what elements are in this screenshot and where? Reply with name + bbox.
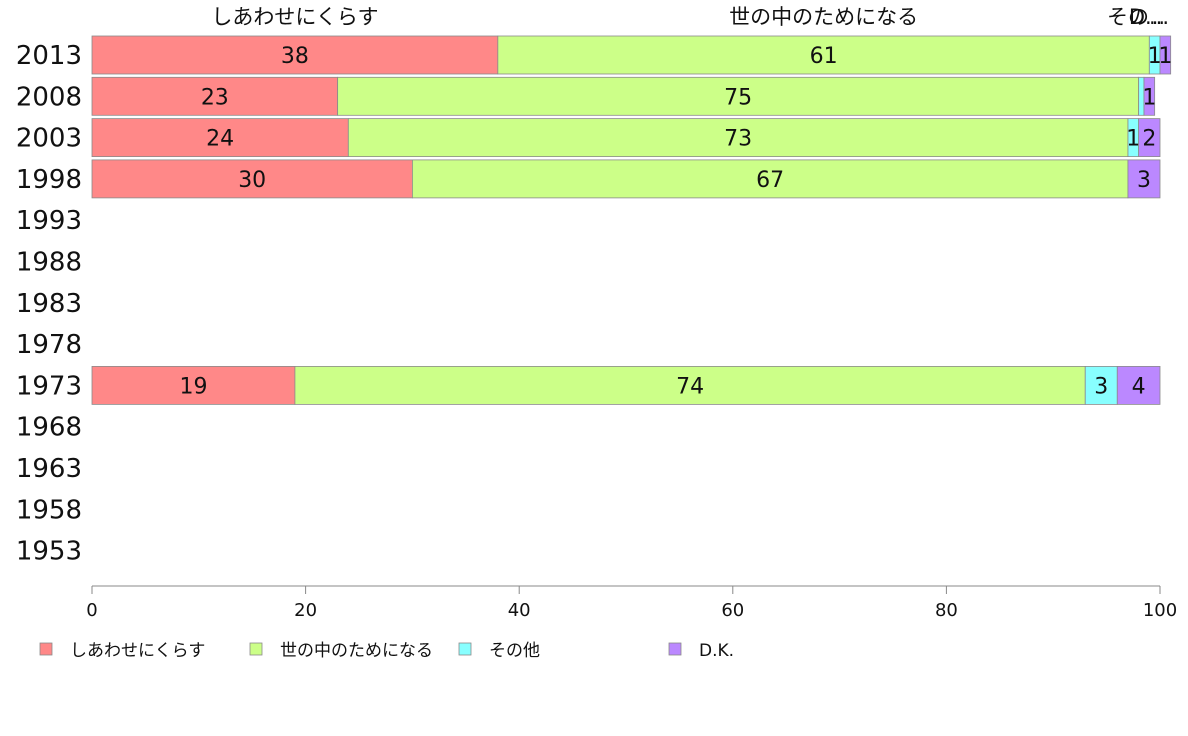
year-label-1983: 1983	[16, 289, 82, 319]
x-tick-label-80: 80	[935, 600, 958, 621]
legend-label-1: しあわせにくらす	[70, 641, 205, 661]
bar-segment-1998-1	[91, 159, 413, 199]
data-label-1998-2: 67	[756, 168, 784, 193]
bar-segment-2013-1	[91, 35, 499, 75]
year-label-1968: 1968	[16, 413, 82, 443]
data-label-1973-1: 19	[179, 374, 207, 399]
x-tick-label-20: 20	[294, 600, 317, 621]
data-label-1998-1: 30	[238, 168, 266, 193]
data-label-2013-3: 1	[1148, 44, 1162, 69]
year-label-2013: 2013	[16, 41, 82, 71]
bar-segment-1973-4	[1116, 365, 1161, 405]
year-label-2003: 2003	[16, 124, 82, 154]
year-axis: 2013 2008 2003 1998 1993 1988 1983 1978 1973 1968…	[16, 41, 82, 567]
data-label-2008-1: 23	[201, 85, 229, 110]
column-header-4: D...	[1129, 5, 1165, 29]
bar-segment-2003-4	[1138, 118, 1161, 157]
year-label-1988: 1988	[16, 248, 82, 278]
legend-swatch-3	[458, 642, 472, 656]
legend-label-2: 世の中のためになる	[280, 641, 433, 661]
data-label-1973-2: 74	[676, 374, 704, 399]
bar-segment-1973-1	[91, 365, 296, 405]
bar-segment-1998-2	[411, 159, 1129, 199]
data-label-2008-2: 75	[724, 85, 752, 110]
x-tick-label-60: 60	[721, 600, 744, 621]
column-header-2: 世の中のためになる	[729, 5, 918, 29]
bar-segment-2013-4	[1159, 35, 1172, 75]
data-label-2008-4: 1	[1142, 85, 1156, 110]
data-label-1973-3: 3	[1094, 374, 1108, 399]
data-label-1973-4: 4	[1132, 374, 1146, 399]
bar-segment-2003-1	[91, 118, 349, 157]
bar-segment-1973-2	[294, 365, 1086, 405]
column-header-1: しあわせにくらす	[211, 5, 378, 29]
bar-segment-2008-4	[1143, 76, 1156, 116]
x-tick-label-100: 100	[1143, 600, 1177, 621]
x-axis: 0 20 40 60 80 100	[86, 585, 1177, 621]
data-label-1998-4: 3	[1137, 168, 1151, 193]
column-header-3: その...	[1107, 5, 1169, 29]
legend-swatch-2	[249, 642, 263, 656]
year-label-1973: 1973	[16, 371, 82, 401]
data-label-2003-3: 1	[1126, 127, 1140, 152]
legend-label-3: その他	[489, 641, 540, 661]
data-label-2003-1: 24	[206, 127, 234, 152]
year-label-1953: 1953	[16, 537, 82, 567]
x-tick-label-0: 0	[86, 600, 97, 621]
year-label-2008: 2008	[16, 82, 82, 112]
bar-segment-2013-2	[497, 35, 1150, 75]
data-label-2013-2: 61	[810, 44, 838, 69]
year-label-1963: 1963	[16, 454, 82, 484]
year-label-1958: 1958	[16, 495, 82, 525]
legend-swatch-4	[668, 642, 682, 656]
year-label-1993: 1993	[16, 206, 82, 236]
data-label-2013-1: 38	[281, 44, 309, 69]
year-label-1978: 1978	[16, 330, 82, 360]
data-label-2003-4: 2	[1142, 127, 1156, 152]
legend-label-4: D.K.	[699, 641, 734, 661]
x-tick-label-40: 40	[508, 600, 531, 621]
year-label-1998: 1998	[16, 165, 82, 195]
bar-segment-1998-4	[1127, 159, 1161, 199]
bar-segment-1973-3	[1084, 365, 1118, 405]
data-label-2003-2: 73	[724, 127, 752, 152]
legend-swatch-1	[39, 642, 53, 656]
data-label-2013-4: 1	[1158, 44, 1172, 69]
legend: しあわせにくらす 世の中のためになる その他 D.K.	[39, 641, 734, 661]
column-headers: しあわせにくらす 世の中のためになる その...D...	[211, 5, 1169, 29]
